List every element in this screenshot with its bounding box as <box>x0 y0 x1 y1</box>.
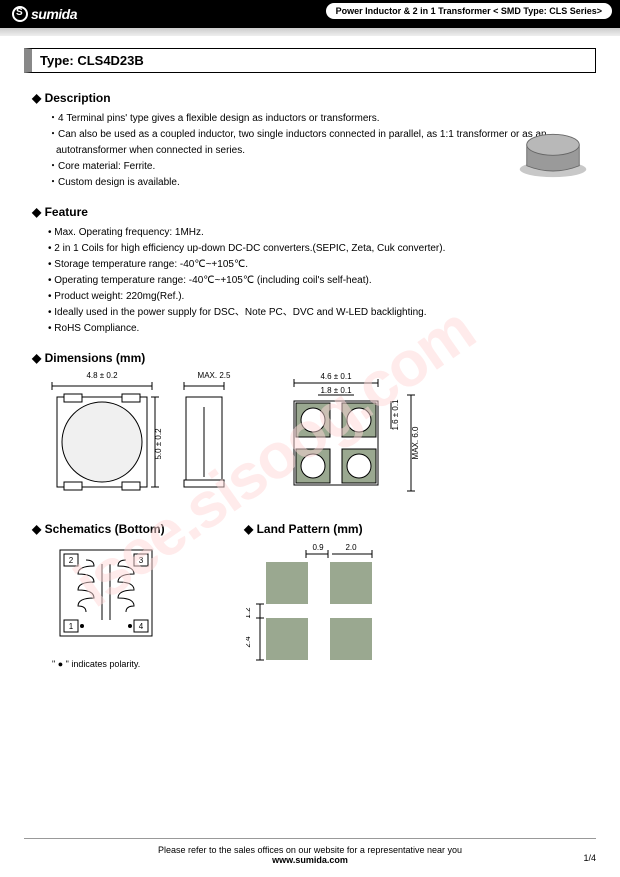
land-pattern-block: Land Pattern (mm) 0.9 2.0 1.2 2.4 <box>236 516 416 675</box>
dimensions-row: 4.8 ± 0.2 5.0 ± 0.2 MAX. 2.5 <box>42 371 596 504</box>
logo-icon <box>12 6 28 22</box>
svg-text:1.6 ± 0.1: 1.6 ± 0.1 <box>391 399 400 431</box>
schematics-block: Schematics (Bottom) 2 3 1 4 " ● " indica… <box>24 516 166 675</box>
svg-text:0.9: 0.9 <box>312 543 324 552</box>
logo-text: sumida <box>31 6 77 22</box>
dimensions-heading: Dimensions (mm) <box>32 351 596 365</box>
svg-text:2: 2 <box>69 556 74 565</box>
dim-top-view: 4.8 ± 0.2 5.0 ± 0.2 <box>42 371 162 504</box>
feat-item: Operating temperature range: -40℃~+105℃ … <box>48 273 596 289</box>
svg-text:3: 3 <box>139 556 144 565</box>
footer: Please refer to the sales offices on our… <box>24 838 596 865</box>
feat-item: Max. Operating frequency: 1MHz. <box>48 225 596 241</box>
type-label: Type: CLS4D23B <box>40 53 144 68</box>
page-content: Type: CLS4D23B Description 4 Terminal pi… <box>0 36 620 675</box>
logo: sumida <box>12 6 77 22</box>
svg-text:5.0 ± 0.2: 5.0 ± 0.2 <box>154 428 162 460</box>
svg-text:MAX. 6.0: MAX. 6.0 <box>411 426 420 459</box>
polarity-note: " ● " indicates polarity. <box>52 659 166 669</box>
feat-item: Product weight: 220mg(Ref.). <box>48 289 596 305</box>
page-number: 1/4 <box>583 853 596 863</box>
header-gradient <box>0 28 620 36</box>
feature-list: Max. Operating frequency: 1MHz. 2 in 1 C… <box>48 225 596 337</box>
header: sumida Power Inductor & 2 in 1 Transform… <box>0 0 620 28</box>
type-box: Type: CLS4D23B <box>24 48 596 73</box>
svg-text:4: 4 <box>139 622 144 631</box>
svg-text:2.0: 2.0 <box>345 543 357 552</box>
schematics-heading: Schematics (Bottom) <box>32 522 166 536</box>
feat-item: RoHS Compliance. <box>48 321 596 337</box>
svg-text:1: 1 <box>69 622 74 631</box>
svg-text:1.2: 1.2 <box>246 607 252 619</box>
feat-item: 2 in 1 Coils for high efficiency up-down… <box>48 241 596 257</box>
dim-pad-view: 4.6 ± 0.1 1.8 ± 0.1 MAX. 6.0 1.6 ± 0.1 <box>266 371 426 504</box>
svg-text:1.8 ± 0.1: 1.8 ± 0.1 <box>320 386 352 395</box>
land-pattern-heading: Land Pattern (mm) <box>244 522 416 536</box>
description-heading: Description <box>32 91 596 105</box>
product-photo <box>508 115 598 185</box>
feature-heading: Feature <box>32 205 596 219</box>
dim-side-view: MAX. 2.5 <box>174 371 254 504</box>
dim-top-width: 4.8 ± 0.2 <box>42 371 162 380</box>
svg-text:4.6 ± 0.1: 4.6 ± 0.1 <box>320 372 352 381</box>
svg-text:2.4: 2.4 <box>246 636 252 648</box>
header-subtitle: Power Inductor & 2 in 1 Transformer < SM… <box>326 3 612 19</box>
dim-side-height: MAX. 2.5 <box>174 371 254 380</box>
footer-line: Please refer to the sales offices on our… <box>158 845 462 855</box>
feat-item: Ideally used in the power supply for DSC… <box>48 305 596 321</box>
footer-url: www.sumida.com <box>272 855 348 865</box>
feat-item: Storage temperature range: -40℃~+105℃. <box>48 257 596 273</box>
